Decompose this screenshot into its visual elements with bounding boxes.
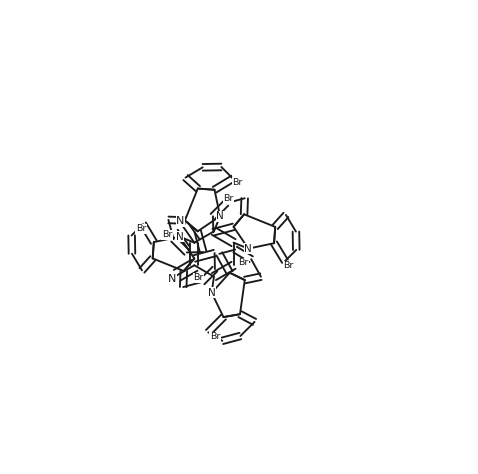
Text: Br: Br bbox=[193, 273, 204, 282]
Text: Br: Br bbox=[210, 332, 220, 341]
Text: Br: Br bbox=[136, 224, 146, 233]
Text: N: N bbox=[244, 244, 252, 254]
Text: N: N bbox=[216, 211, 224, 221]
Text: Br: Br bbox=[238, 258, 249, 267]
Text: N: N bbox=[176, 216, 185, 226]
Text: Br: Br bbox=[232, 178, 242, 187]
Text: N: N bbox=[168, 273, 177, 283]
Text: N: N bbox=[208, 288, 216, 298]
Text: N: N bbox=[176, 232, 184, 242]
Text: Br: Br bbox=[283, 261, 294, 270]
Text: Br: Br bbox=[162, 230, 172, 239]
Text: Br: Br bbox=[224, 194, 234, 203]
